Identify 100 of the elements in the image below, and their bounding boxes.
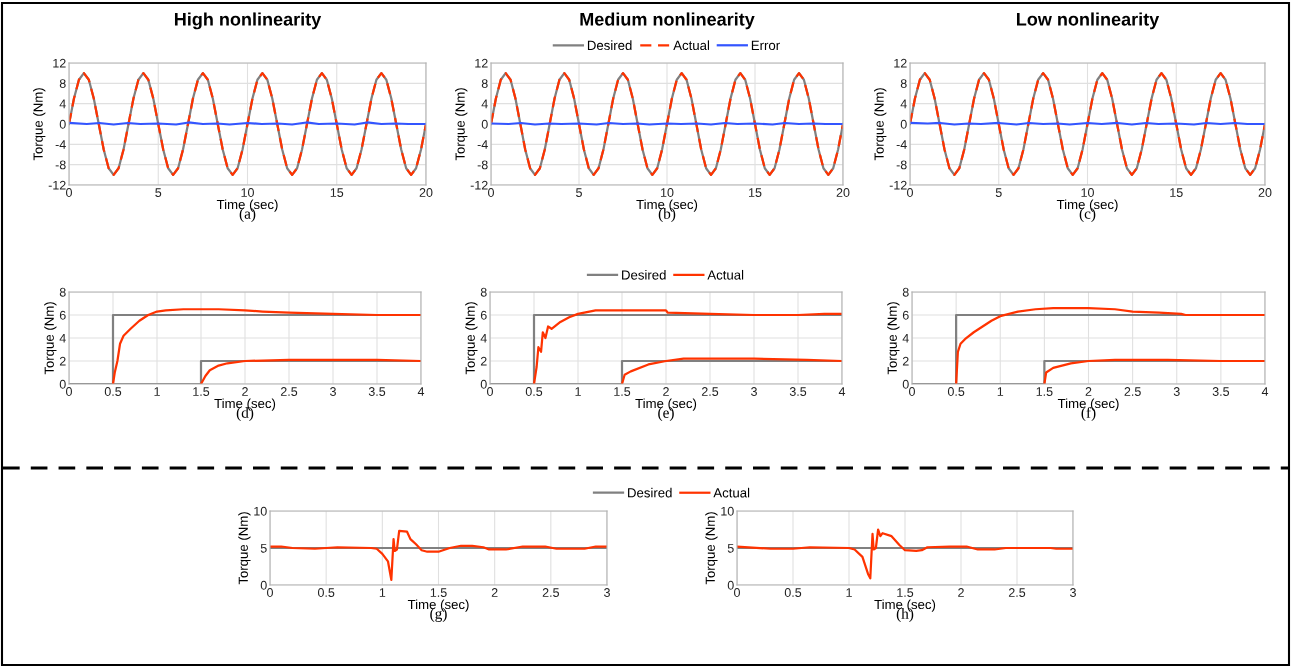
legend-label: Actual — [707, 269, 744, 280]
x-tick-label: 10 — [241, 188, 254, 197]
x-tick-label: 1 — [575, 387, 581, 396]
y-tick-label: 0 — [59, 119, 66, 129]
y-tick-label: -8 — [477, 160, 488, 170]
y-tick-label: 10 — [254, 506, 267, 516]
y-axis-title: Torque (Nm) — [455, 88, 468, 161]
x-tick-label: 0 — [488, 188, 494, 197]
x-tick-label: 1 — [997, 387, 1004, 396]
x-tick-label: 20 — [836, 188, 850, 197]
y-tick-label: 8 — [902, 287, 909, 297]
x-tick-label: 1.5 — [193, 387, 210, 396]
y-tick-label: 8 — [480, 287, 487, 297]
y-tick-label: 0 — [260, 580, 267, 590]
x-tick-label: 1.5 — [1036, 387, 1053, 396]
x-tick-label: 3 — [1070, 588, 1076, 597]
y-tick-label: 6 — [902, 310, 909, 320]
y-tick-label: 12 — [53, 58, 66, 68]
x-tick-label: 20 — [419, 188, 433, 197]
y-tick-label: 8 — [900, 79, 907, 88]
x-tick-label: 15 — [330, 188, 344, 197]
x-tick-label: 1.5 — [430, 588, 447, 597]
x-tick-label: 0.5 — [947, 387, 965, 396]
x-tick-label: 2.5 — [1008, 588, 1026, 597]
x-tick-label: 1.5 — [614, 387, 631, 396]
y-tick-label: -12 — [48, 180, 66, 190]
x-tick-label: 0 — [66, 387, 72, 396]
x-tick-label: 4 — [838, 387, 846, 396]
y-tick-label: 5 — [727, 543, 734, 553]
x-tick-label: 3 — [1173, 387, 1180, 396]
y-tick-label: 0 — [480, 379, 487, 389]
y-axis-title: Torque (Nm) — [465, 302, 478, 375]
legend-label: Error — [751, 40, 780, 51]
x-tick-label: 5 — [995, 188, 1002, 197]
x-tick-label: 10 — [661, 188, 674, 197]
x-tick-label: 4 — [1261, 387, 1269, 396]
y-tick-label: -12 — [889, 180, 907, 190]
y-tick-label: 12 — [894, 58, 907, 68]
y-axis-title: Torque (Nm) — [874, 88, 887, 161]
x-tick-label: 1 — [154, 387, 160, 396]
y-tick-label: 10 — [721, 506, 734, 516]
x-tick-label: 0 — [267, 588, 273, 597]
x-tick-label: 2 — [663, 387, 669, 396]
x-tick-label: 3.5 — [368, 387, 386, 396]
y-axis-title: Torque (Nm) — [44, 302, 57, 375]
y-axis-title: Torque (Nm) — [887, 302, 900, 375]
y-tick-label: 5 — [260, 543, 267, 553]
x-tick-label: 1 — [846, 588, 852, 597]
x-tick-label: 5 — [155, 188, 162, 197]
y-tick-label: -4 — [477, 140, 488, 149]
y-tick-label: 0 — [727, 580, 734, 590]
x-tick-label: 1 — [379, 588, 386, 597]
x-tick-label: 15 — [749, 188, 762, 197]
y-tick-label: 6 — [59, 310, 66, 320]
y-tick-label: -4 — [55, 140, 66, 149]
y-tick-label: 0 — [902, 379, 909, 389]
y-axis-title: Torque (Nm) — [705, 512, 718, 585]
x-tick-label: 3 — [751, 387, 757, 396]
y-tick-label: -8 — [55, 160, 66, 170]
chart-title: Low nonlinearity — [1016, 12, 1160, 30]
y-tick-label: 8 — [59, 79, 66, 88]
y-tick-label: 8 — [59, 287, 66, 297]
x-tick-label: 15 — [1170, 188, 1183, 197]
y-axis-title: Torque (Nm) — [33, 88, 46, 161]
y-axis-title: Torque (Nm) — [238, 512, 251, 585]
y-tick-label: 2 — [902, 356, 909, 366]
x-tick-label: 5 — [576, 188, 582, 197]
y-tick-label: -12 — [470, 180, 488, 190]
x-tick-label: 2 — [491, 588, 498, 597]
x-tick-label: 0 — [66, 188, 72, 197]
y-tick-label: 2 — [59, 356, 66, 366]
y-tick-label: 12 — [475, 58, 488, 68]
x-tick-label: 2.5 — [280, 387, 298, 396]
x-tick-label: 2 — [958, 588, 964, 597]
y-tick-label: 4 — [900, 99, 907, 109]
legend-label: Desired — [622, 269, 666, 280]
x-tick-label: 2.5 — [542, 588, 559, 597]
y-tick-label: 4 — [481, 99, 488, 109]
x-tick-label: 0 — [909, 387, 915, 396]
x-tick-label: 3.5 — [1212, 387, 1230, 396]
x-tick-label: 2.5 — [701, 387, 719, 396]
y-tick-label: 0 — [59, 379, 66, 389]
x-tick-label: 0.5 — [104, 387, 122, 396]
y-tick-label: -8 — [896, 160, 907, 170]
chart-title: High nonlinearity — [174, 12, 322, 30]
x-tick-label: 10 — [1081, 188, 1094, 197]
x-tick-label: 4 — [417, 387, 425, 396]
legend-label: Desired — [587, 40, 632, 51]
x-tick-label: 3.5 — [789, 387, 807, 396]
x-tick-label: 0.5 — [525, 387, 543, 396]
x-tick-label: 3 — [330, 387, 336, 396]
legend-label: Desired — [628, 487, 672, 498]
y-tick-label: 4 — [480, 333, 487, 343]
x-tick-label: 2 — [242, 387, 248, 396]
y-tick-label: 4 — [902, 333, 909, 343]
legend-label: Actual — [713, 487, 750, 498]
y-tick-label: 0 — [900, 119, 907, 129]
x-tick-label: 1.5 — [897, 588, 914, 597]
y-tick-label: 6 — [480, 310, 487, 320]
x-tick-label: 3 — [604, 588, 610, 597]
